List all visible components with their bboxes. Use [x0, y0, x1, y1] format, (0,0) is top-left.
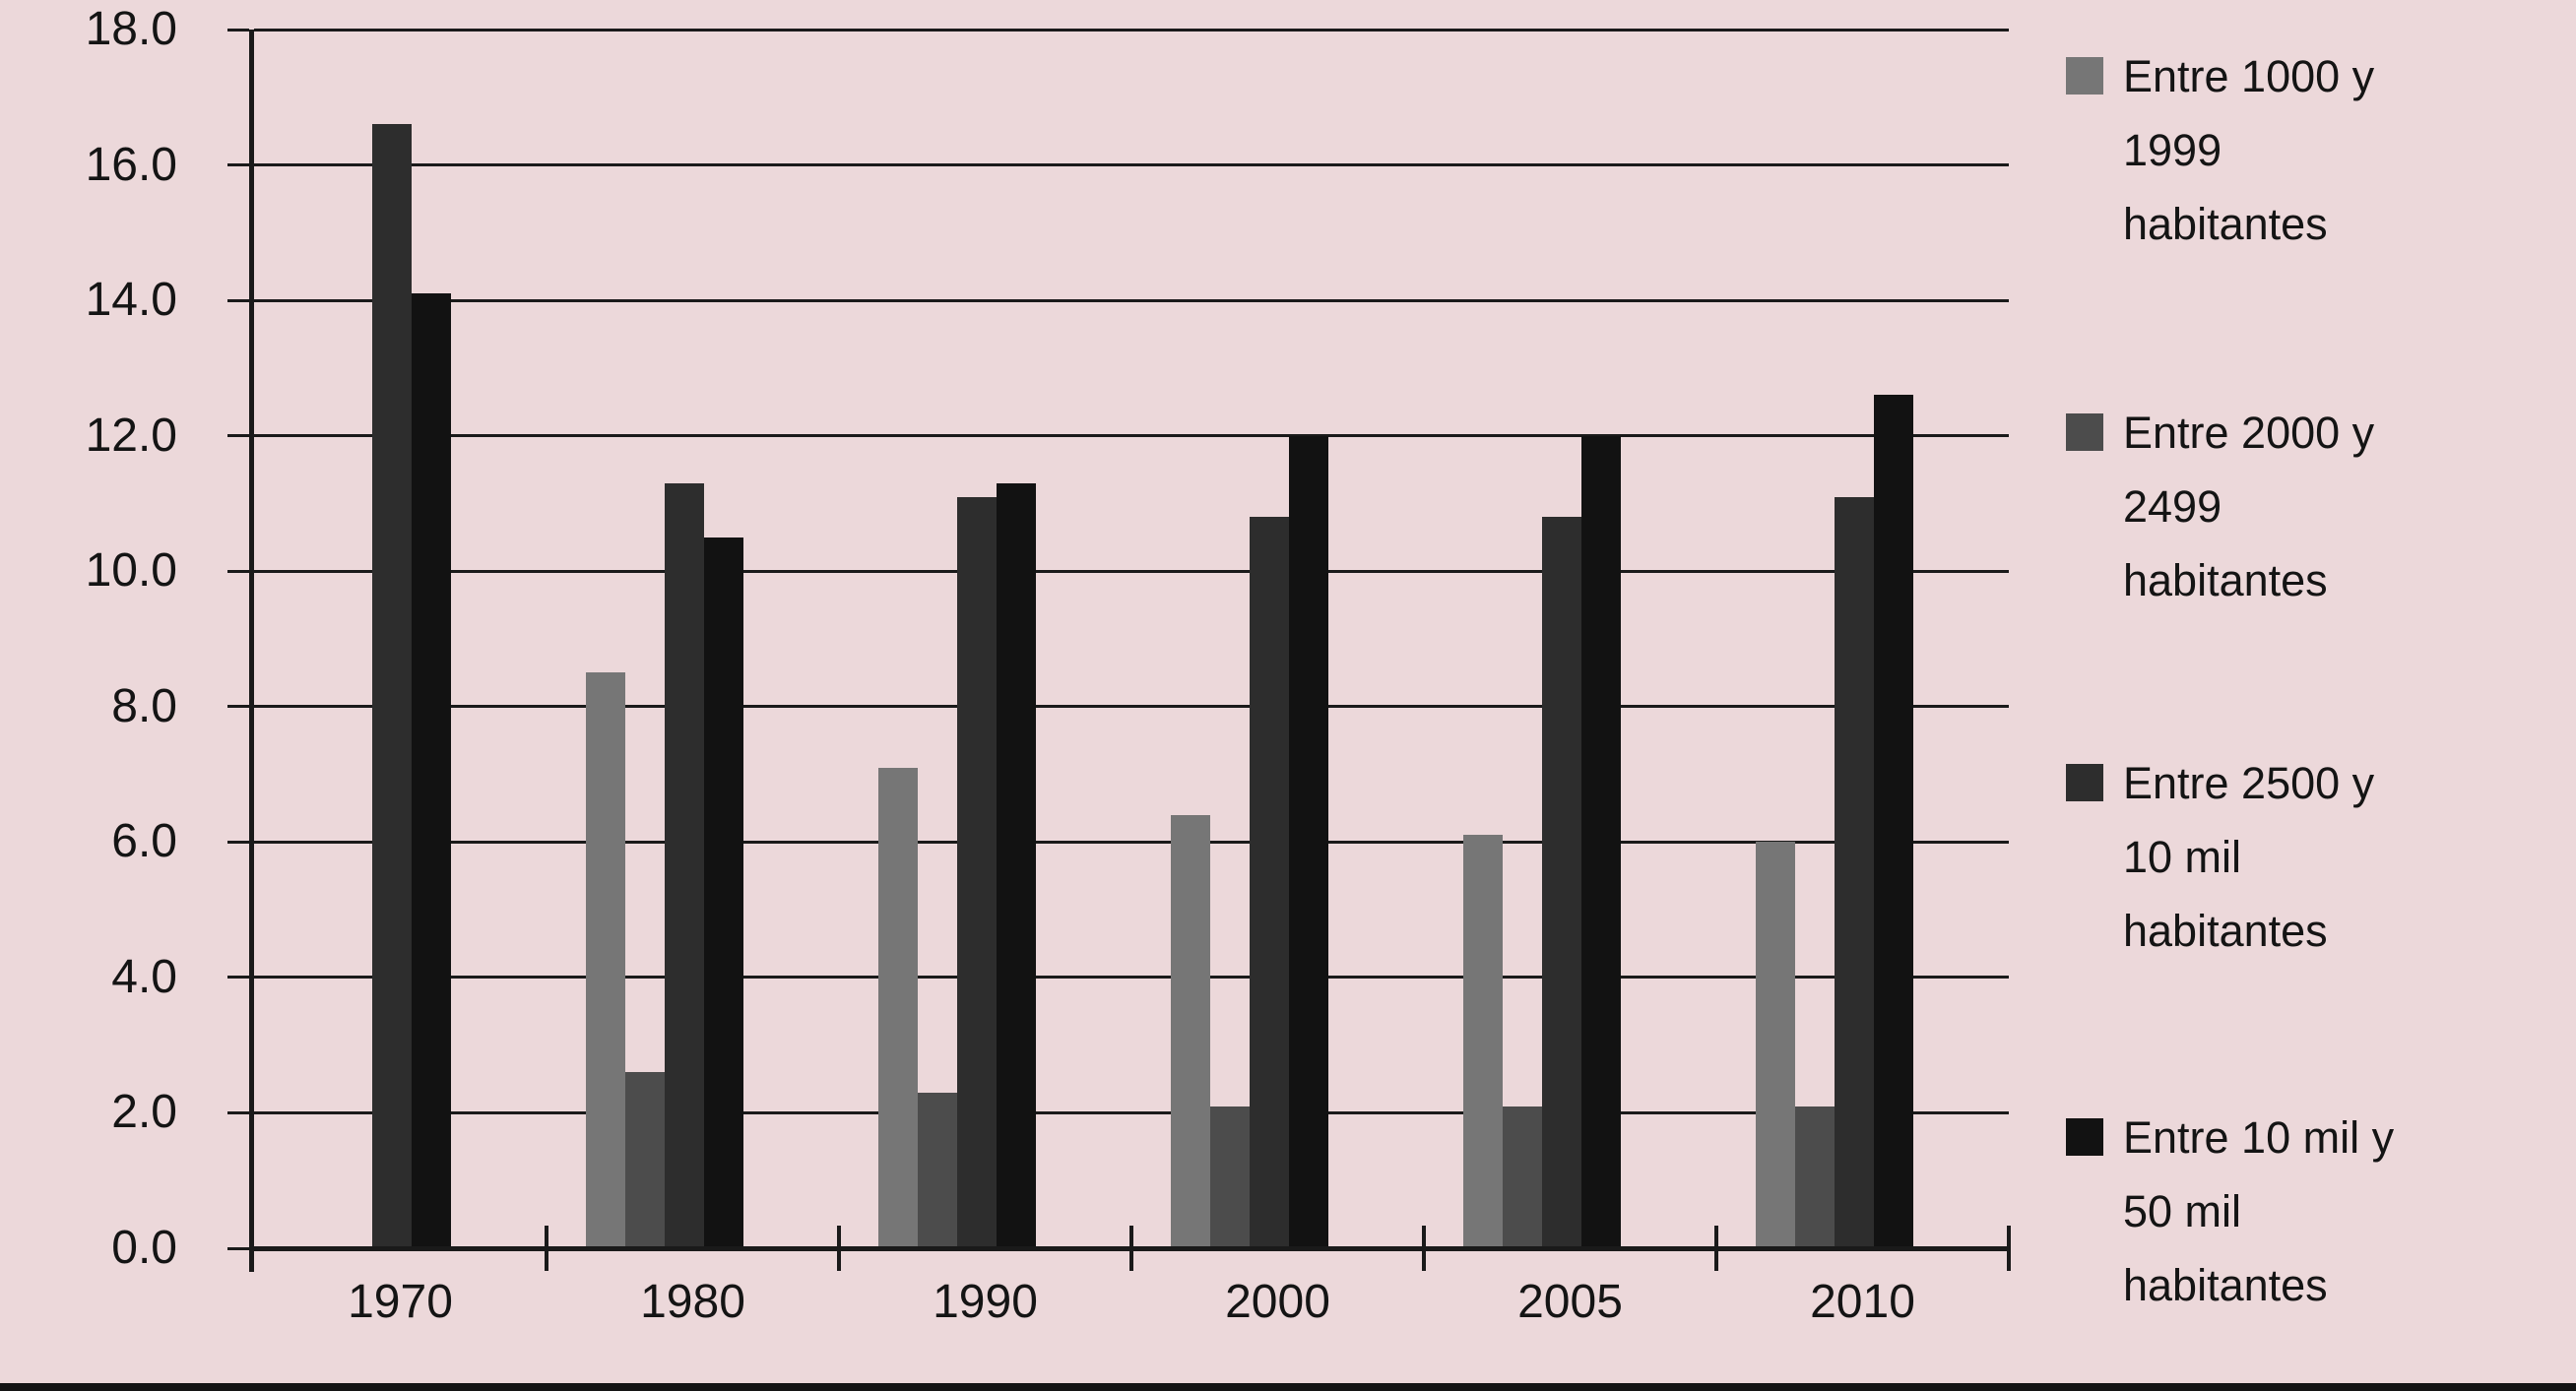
y-axis-tick: [227, 434, 249, 438]
legend-swatch: [2066, 1118, 2103, 1156]
bar-2000-series1: [1171, 814, 1210, 1248]
legend-swatch: [2066, 413, 2103, 451]
y-axis-tick-label: 0.0: [111, 1222, 177, 1274]
bottom-border: [0, 1383, 2576, 1391]
gridline: [254, 840, 2009, 844]
x-axis-tick-label: 2000: [1225, 1276, 1330, 1328]
y-axis-tick: [227, 569, 249, 573]
bar-2000-series3: [1250, 517, 1289, 1248]
legend-label-line: habitantes: [2123, 906, 2328, 956]
bar-2005-series4: [1581, 435, 1621, 1248]
legend-item: Entre 2500 y 10 mil habitantes: [2066, 746, 2374, 968]
bar-1980-series1: [586, 672, 625, 1248]
gridline: [254, 434, 2009, 438]
legend-item: Entre 10 mil y 50 mil habitantes: [2066, 1101, 2394, 1322]
y-axis-tick-label: 8.0: [111, 679, 177, 732]
gridline: [254, 1110, 2009, 1114]
legend-label-line: habitantes: [2123, 199, 2328, 249]
bar-1990-series4: [997, 482, 1036, 1248]
bar-2010-series2: [1795, 1106, 1835, 1248]
bar-1990-series2: [918, 1092, 957, 1248]
legend-label-line: habitantes: [2123, 555, 2328, 605]
x-axis-line: [249, 1246, 2009, 1251]
gridline: [254, 569, 2009, 573]
bar-2000-series4: [1289, 435, 1328, 1248]
bar-1990-series1: [878, 767, 918, 1248]
y-axis-tick-label: 14.0: [85, 274, 177, 327]
bar-1970-series3: [372, 124, 412, 1248]
bar-2010-series3: [1835, 496, 1874, 1248]
y-axis-tick-label: 10.0: [85, 544, 177, 598]
y-axis-tick: [227, 840, 249, 844]
legend-label: Entre 2500 y 10 mil habitantes: [2123, 746, 2374, 968]
gridline: [254, 163, 2009, 167]
y-axis-tick-label: 16.0: [85, 138, 177, 191]
legend-label-line: Entre 2000 y: [2123, 408, 2375, 458]
y-axis-tick: [227, 705, 249, 709]
legend-label: Entre 10 mil y 50 mil habitantes: [2123, 1101, 2394, 1322]
bar-2005-series1: [1463, 835, 1503, 1248]
legend-label-line: 10 mil: [2123, 832, 2242, 882]
gridline: [254, 28, 2009, 32]
bar-2010-series4: [1874, 395, 1913, 1248]
x-axis-tick-label: 1990: [933, 1276, 1038, 1328]
legend-item: Entre 1000 y 1999 habitantes: [2066, 39, 2374, 261]
y-axis-tick: [227, 1110, 249, 1114]
y-axis-tick-label: 2.0: [111, 1086, 177, 1139]
y-axis-tick: [227, 976, 249, 980]
x-axis-tick: [2007, 1226, 2011, 1271]
x-axis-tick-label: 1970: [348, 1276, 453, 1328]
y-axis-tick: [227, 163, 249, 167]
y-axis-tick-label: 4.0: [111, 950, 177, 1003]
legend-item: Entre 2000 y 2499 habitantes: [2066, 396, 2374, 617]
legend-label-line: Entre 2500 y: [2123, 758, 2375, 808]
y-axis-line: [249, 30, 254, 1272]
legend-label-line: Entre 1000 y: [2123, 51, 2375, 101]
legend-label-line: habitantes: [2123, 1260, 2328, 1310]
y-axis-tick: [227, 28, 249, 32]
x-axis-tick-label: 2005: [1517, 1276, 1623, 1328]
bar-2000-series2: [1210, 1106, 1250, 1248]
legend-label: Entre 1000 y 1999 habitantes: [2123, 39, 2374, 261]
plot-area: [227, 28, 2011, 1272]
legend-label: Entre 2000 y 2499 habitantes: [2123, 396, 2374, 617]
x-axis-tick-label: 1980: [640, 1276, 745, 1328]
y-axis-tick: [227, 298, 249, 302]
bar-1980-series2: [625, 1072, 665, 1248]
legend-label-line: 1999: [2123, 125, 2222, 175]
legend-swatch: [2066, 57, 2103, 95]
gridline: [254, 705, 2009, 709]
legend-label-line: Entre 10 mil y: [2123, 1112, 2395, 1163]
gridline: [254, 298, 2009, 302]
bar-2005-series2: [1503, 1106, 1542, 1248]
x-axis-tick-label: 2010: [1810, 1276, 1915, 1328]
bar-2005-series3: [1542, 517, 1581, 1248]
legend-swatch: [2066, 764, 2103, 801]
bar-1990-series3: [957, 496, 997, 1248]
y-axis-tick: [227, 1246, 249, 1250]
bar-2010-series1: [1756, 842, 1795, 1248]
legend-label-line: 50 mil: [2123, 1186, 2242, 1236]
bar-1980-series4: [704, 537, 743, 1248]
gridline: [254, 976, 2009, 980]
bar-1970-series4: [412, 293, 451, 1248]
bar-1980-series3: [665, 482, 704, 1248]
y-axis-tick-label: 12.0: [85, 409, 177, 462]
y-axis-tick-label: 18.0: [85, 3, 177, 55]
y-axis-tick-label: 6.0: [111, 815, 177, 868]
legend-label-line: 2499: [2123, 481, 2222, 532]
